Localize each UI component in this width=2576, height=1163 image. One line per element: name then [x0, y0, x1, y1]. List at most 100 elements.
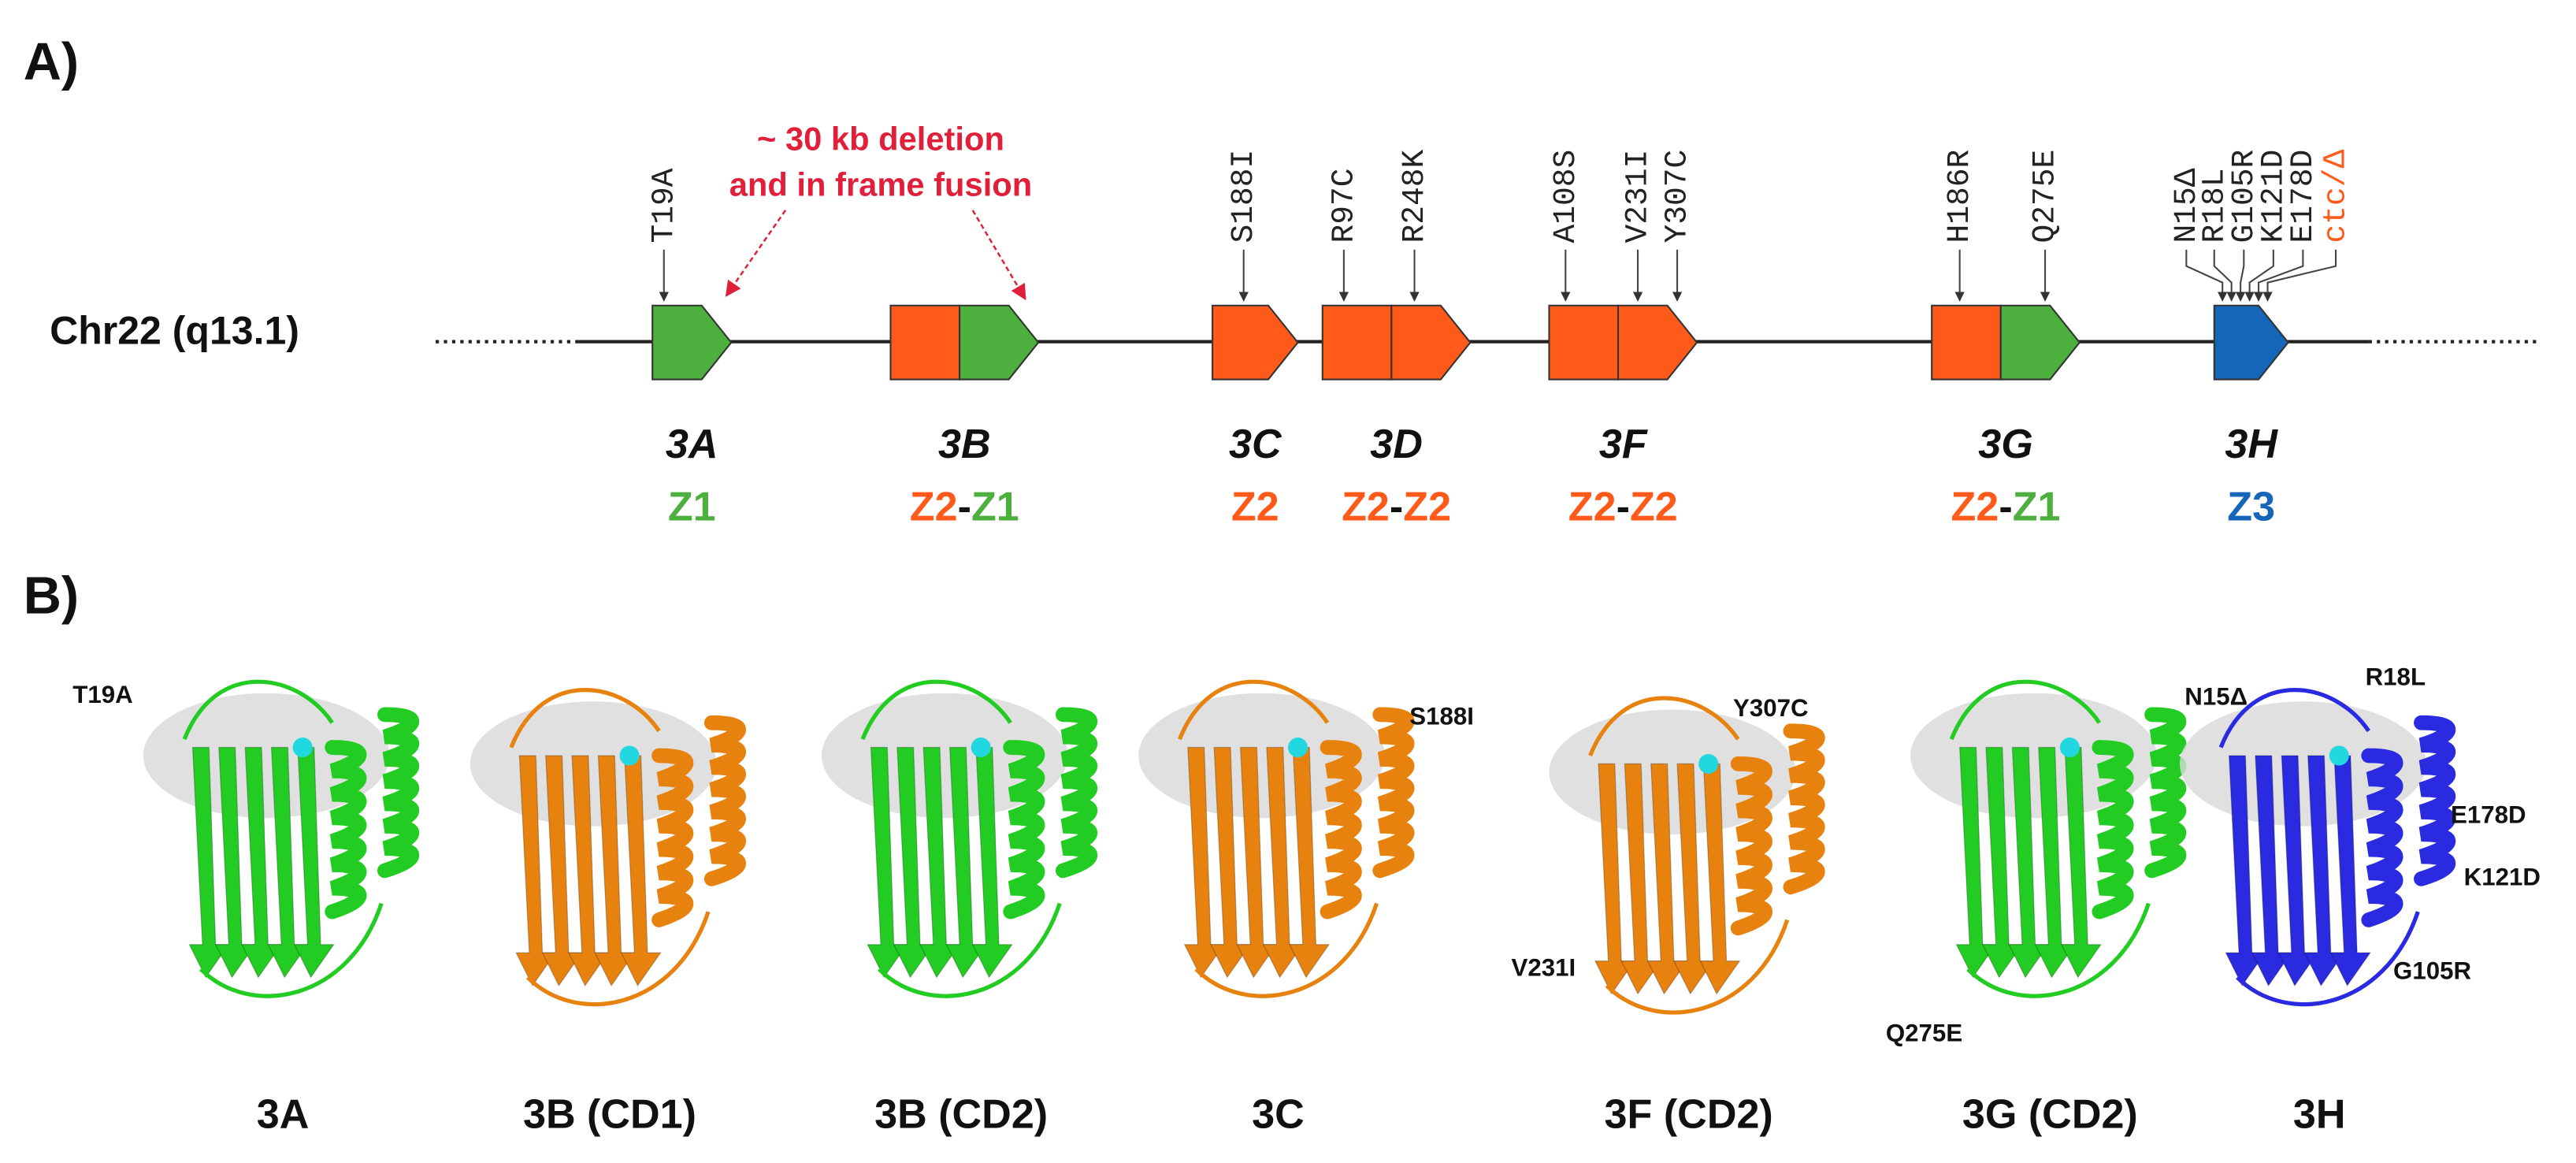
- protein-structure: [1910, 679, 2187, 998]
- mutation-leader: [2244, 249, 2274, 302]
- beta-strand: [1699, 763, 1741, 995]
- beta-strand: [1236, 746, 1278, 979]
- zone: Z2: [1630, 484, 1678, 529]
- zone: Z2: [1403, 484, 1451, 529]
- mutation-label: G105R: [2226, 150, 2262, 243]
- gene-zones: Z1: [668, 484, 716, 529]
- protein-structure: [143, 679, 419, 998]
- alpha-helix: [1730, 756, 1772, 936]
- zone: Z2: [910, 484, 958, 529]
- panel-label: B): [24, 567, 79, 626]
- gene-name: 3H: [2225, 422, 2278, 467]
- gene-name: 3C: [1229, 422, 1282, 467]
- beta-strand: [2329, 755, 2372, 987]
- mutation-label: ctc/Δ: [2318, 149, 2354, 243]
- beta-strand: [267, 746, 309, 979]
- gene-name: 3D: [1370, 422, 1423, 467]
- beta-strand: [1672, 763, 1715, 995]
- loop: [1949, 679, 2102, 741]
- beta-strand: [1955, 746, 1997, 979]
- structure-name: 3C: [1252, 1091, 1305, 1137]
- mutation-label: R248K: [1397, 149, 1432, 243]
- deletion-arrow: [725, 210, 787, 297]
- mutation-leader: [2262, 249, 2337, 302]
- gene-segment: [1212, 304, 1299, 381]
- beta-strand: [1981, 746, 2024, 979]
- beta-strand: [2034, 746, 2076, 979]
- beta-strand: [594, 755, 636, 987]
- structure-mutation: V231I: [1512, 953, 1576, 981]
- structure-mutation: Q275E: [1886, 1020, 1962, 1047]
- beta-strand: [1594, 763, 1636, 995]
- mutation-leader: [2185, 249, 2228, 302]
- alpha-helix: [1056, 707, 1097, 879]
- structure-mutation: N15Δ: [2184, 682, 2248, 710]
- gene-segment: [1548, 304, 1620, 381]
- loop: [2236, 911, 2420, 1007]
- metal-ion: [292, 738, 313, 758]
- beta-strand: [620, 755, 662, 987]
- beta-strand: [2060, 746, 2103, 979]
- loop: [1605, 919, 1790, 1015]
- zone: Z1: [668, 484, 716, 529]
- mutation-label: R97C: [1326, 168, 1361, 243]
- alpha-helix: [2414, 715, 2455, 886]
- metal-ion: [971, 738, 991, 758]
- structure-name: 3B (CD2): [874, 1091, 1048, 1137]
- loop: [509, 687, 661, 749]
- zone: Z2: [1342, 484, 1390, 529]
- zone: Z3: [2227, 484, 2275, 529]
- beta-strand: [293, 746, 335, 979]
- mutation-label: H186R: [1942, 150, 1977, 243]
- loop: [199, 902, 384, 998]
- zone: Z1: [971, 484, 1019, 529]
- mutation-label: N15Δ: [2169, 168, 2204, 243]
- mutation-label: T19A: [646, 168, 681, 243]
- mutation-leader: [2213, 249, 2236, 302]
- zone: Z1: [2013, 484, 2061, 529]
- beta-strand: [1210, 746, 1252, 979]
- alpha-helix: [377, 707, 419, 879]
- gene-segment: [1999, 304, 2081, 381]
- metal-ion: [2329, 745, 2349, 766]
- mutation-leader: [2235, 249, 2246, 302]
- structure-name: 3B (CD1): [523, 1091, 696, 1137]
- beta-strand: [188, 746, 230, 979]
- protein-structure: [470, 687, 746, 1007]
- alpha-helix: [2144, 707, 2187, 879]
- zone-separator: -: [1390, 484, 1403, 529]
- beta-strand: [893, 746, 934, 979]
- loop: [1588, 696, 1740, 756]
- gene-segment: [889, 304, 961, 381]
- alpha-helix: [1003, 740, 1045, 920]
- gene-segment: [2213, 304, 2289, 381]
- loop: [2218, 687, 2370, 749]
- structure-mutation: K121D: [2464, 864, 2541, 891]
- beta-strand: [1262, 746, 1304, 979]
- alpha-helix: [1372, 707, 1415, 879]
- loop: [1966, 902, 2151, 998]
- beta-strand: [1183, 746, 1225, 979]
- beta-strand: [241, 746, 283, 979]
- gene-name: 3G: [1978, 422, 2033, 467]
- beta-strand: [567, 755, 610, 987]
- zone: Z2: [1951, 484, 1999, 529]
- zone-separator: -: [1999, 484, 2012, 529]
- beta-strand: [214, 746, 256, 979]
- chromosome-label: Chr22 (q13.1): [50, 308, 299, 352]
- gene-zones: Z2-Z1: [1951, 484, 2061, 529]
- alpha-helix: [1783, 723, 1825, 895]
- gene-segment: [1390, 304, 1472, 381]
- beta-strand: [2277, 755, 2319, 987]
- loop: [1194, 902, 1379, 998]
- beta-strand: [867, 746, 908, 979]
- gene-segment: [1321, 304, 1393, 381]
- beta-strand: [2303, 755, 2345, 987]
- beta-strand: [2008, 746, 2050, 979]
- gene-zones: Z2-Z1: [910, 484, 1019, 529]
- structure-mutation: G105R: [2393, 957, 2471, 984]
- zone: Z2: [1568, 484, 1616, 529]
- beta-strand: [1289, 746, 1331, 979]
- deletion-note: ~ 30 kb deletion: [757, 120, 1004, 157]
